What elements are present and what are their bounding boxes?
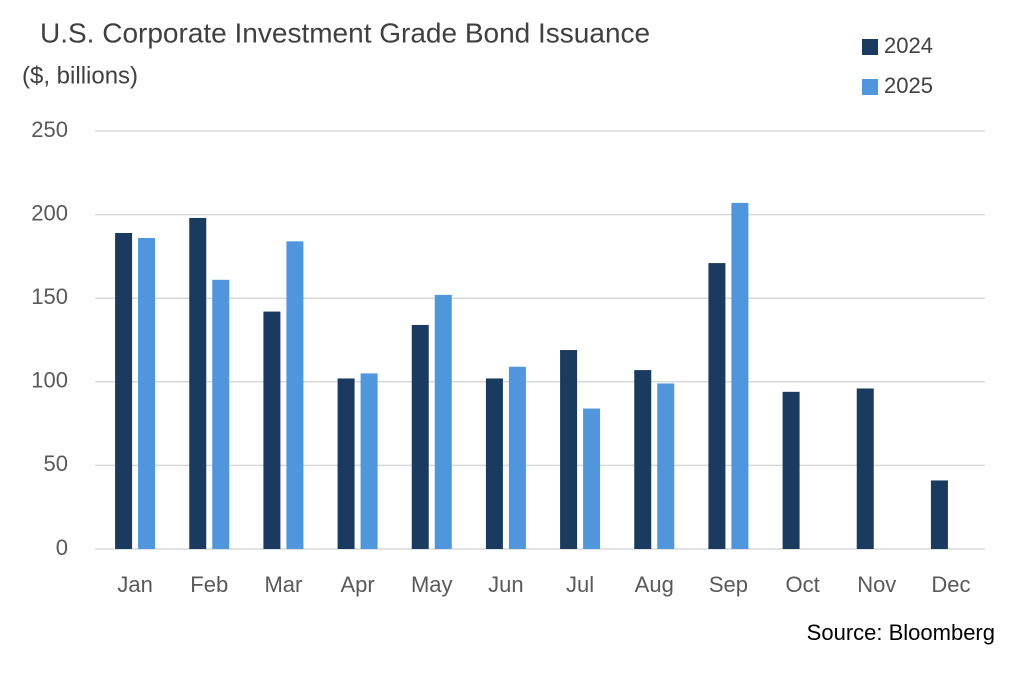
x-tick-label: Sep (709, 572, 748, 597)
bar (708, 263, 726, 549)
y-tick-label: 150 (31, 284, 68, 309)
legend-label: 2024 (884, 33, 933, 58)
bar (634, 370, 652, 549)
y-tick-label: 50 (44, 451, 68, 476)
y-tick-label: 200 (31, 200, 68, 225)
x-tick-label: Jan (117, 572, 152, 597)
bar (657, 383, 675, 549)
bar (138, 238, 156, 549)
x-tick-label: Jul (566, 572, 594, 597)
source-note: Source: Bloomberg (807, 620, 995, 645)
x-tick-label: Apr (340, 572, 374, 597)
bar (485, 378, 503, 549)
legend-swatch (862, 79, 878, 95)
legend-swatch (862, 39, 878, 55)
x-tick-label: Oct (785, 572, 819, 597)
bar (286, 241, 304, 550)
bar (782, 391, 800, 549)
bar (360, 373, 378, 549)
x-tick-label: Feb (190, 572, 228, 597)
bar (263, 311, 281, 549)
y-tick-label: 100 (31, 368, 68, 393)
bar (930, 480, 948, 549)
y-tick-label: 0 (56, 535, 68, 560)
x-tick-label: May (411, 572, 453, 597)
chart-subtitle: ($, billions) (22, 62, 138, 89)
bar (411, 324, 429, 549)
chart-title: U.S. Corporate Investment Grade Bond Iss… (40, 17, 650, 48)
bar (212, 279, 230, 549)
bar (434, 294, 452, 549)
legend-label: 2025 (884, 73, 933, 98)
x-tick-label: Jun (488, 572, 523, 597)
x-tick-label: Mar (264, 572, 302, 597)
y-tick-label: 250 (31, 117, 68, 142)
bar (115, 232, 133, 549)
bar (583, 408, 601, 549)
bar (189, 217, 207, 549)
x-tick-label: Nov (857, 572, 896, 597)
bar (508, 366, 526, 549)
x-tick-label: Dec (931, 572, 970, 597)
x-tick-label: Aug (635, 572, 674, 597)
bar (560, 350, 578, 549)
bar (731, 202, 749, 549)
bar (856, 388, 874, 549)
bar (337, 378, 355, 549)
